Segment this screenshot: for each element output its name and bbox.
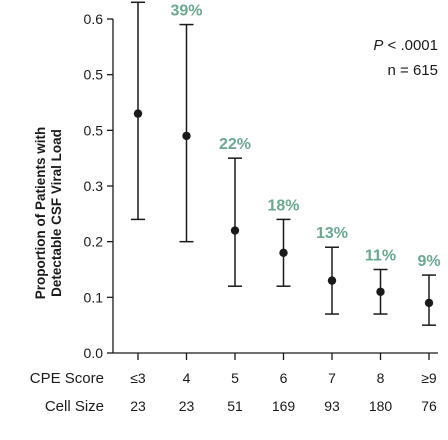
cell-size-value: 51 [227,398,243,414]
cell-size-value: 180 [369,398,393,414]
data-point [376,287,385,296]
data-point [424,298,434,308]
percent-label: 39% [170,3,202,20]
p-value-symbol: P [373,37,383,54]
y-tick-label: 0.3 [84,178,104,194]
percent-label: 9% [417,253,440,270]
y-ticks: 0.0 0.1 0.2 0.3 0.5 0.5 0.6 [84,11,113,361]
x-tick-label: ≤3 [130,370,146,386]
cell-size-values: 23 23 51 169 93 180 76 [130,398,437,414]
x-axis-label: CPE Score [30,370,104,387]
data-labels: 43%39%22%18%13%11%9% [170,3,440,271]
x-tick-label: 5 [231,370,239,386]
cell-size-value: 76 [421,398,437,414]
percent-label: 13% [316,225,348,242]
y-tick-label: 0.5 [84,122,104,138]
cell-size-label: Cell Size [45,398,104,415]
y-tick-label: 0.5 [84,67,104,83]
data-point [133,109,143,118]
p-value-annotation: P < .0001 [373,37,438,54]
annotations: P < .0001 n = 615 [373,37,438,79]
y-tick-label: 0.6 [84,11,104,27]
data-point [327,276,337,285]
percent-label: 22% [219,136,251,153]
data-point [230,226,240,235]
y-axis-label-line-1: Proportion of Patients with [33,127,48,300]
p-value-text: < .0001 [383,37,438,54]
y-axis-label: Proportion of Patients with Detectable C… [33,127,64,300]
cell-size-value: 169 [272,398,296,414]
x-tick-label: ≥9 [421,370,437,386]
n-annotation: n = 615 [388,62,438,79]
percent-label: 11% [365,248,396,265]
y-tick-label: 0.1 [84,289,104,305]
data-marks [131,1,436,326]
y-tick-label: 0.0 [84,345,104,361]
data-point [279,248,288,257]
cell-size-value: 23 [130,398,146,414]
data-point [182,131,191,141]
cell-size-value: 23 [179,398,195,414]
y-tick-label: 0.2 [84,234,104,250]
percent-label: 18% [267,197,299,214]
row-labels: CPE Score Cell Size [30,370,104,415]
x-tick-label: 7 [328,370,336,386]
x-tick-label: 8 [377,370,385,386]
cell-size-value: 93 [324,398,340,414]
y-axis-label-line-2: Detectable CSF Viral Load [49,129,64,297]
x-ticks: ≤3 4 5 6 7 8 ≥9 [130,353,437,386]
x-tick-label: 4 [183,370,191,386]
x-tick-label: 6 [280,370,288,386]
